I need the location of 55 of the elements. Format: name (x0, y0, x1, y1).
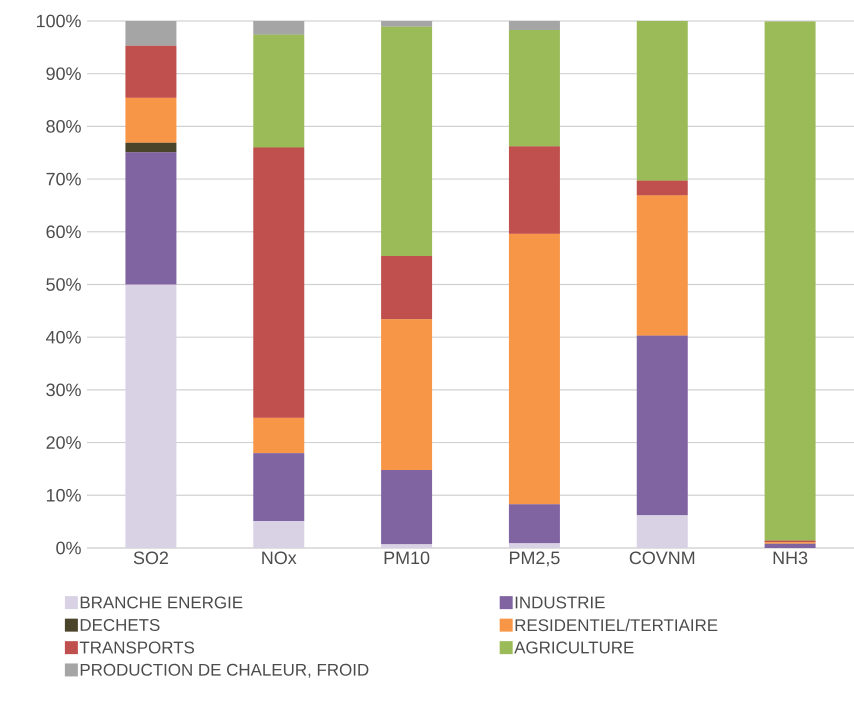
y-tick-label: 0% (56, 542, 81, 554)
bar (636, 180, 688, 196)
bar (125, 152, 176, 284)
bar (381, 470, 432, 544)
bar (636, 336, 688, 516)
bar (125, 284, 176, 548)
x-tick-label: PM10 (384, 551, 430, 564)
legend-label: DECHETS (80, 618, 160, 631)
bar (508, 146, 560, 234)
bar (764, 544, 816, 548)
legend-label: AGRICULTURE (514, 641, 634, 654)
bar (636, 195, 688, 336)
bar (381, 319, 432, 470)
bar (125, 46, 176, 98)
bar (764, 22, 816, 541)
x-tick-label: NH3 (774, 551, 808, 564)
y-tick-label: 60% (46, 225, 81, 238)
y-tick-label: 40% (46, 330, 81, 344)
y-tick-label: 100% (36, 14, 81, 28)
x-tick-label: PM2,5 (510, 551, 560, 566)
legend-label: BRANCHE ENERGIE (80, 596, 242, 608)
y-tick-label: 90% (46, 67, 81, 80)
y-tick-label: 20% (46, 436, 81, 449)
bar (125, 98, 176, 143)
bar (253, 147, 304, 418)
bar (381, 20, 432, 27)
bar (381, 26, 432, 256)
x-tick-label: NOx (262, 551, 297, 564)
bar (125, 142, 176, 152)
y-tick-label: 70% (46, 172, 81, 186)
legend-label: TRANSPORTS (80, 641, 194, 654)
legend-label: INDUSTRIE (516, 596, 605, 608)
bar (253, 20, 304, 35)
x-tick-label: COVNM (630, 551, 694, 564)
bar (636, 515, 688, 548)
y-tick-label: 30% (46, 384, 81, 396)
y-tick-label: 80% (46, 120, 81, 133)
bar (508, 504, 560, 544)
y-tick-label: 10% (46, 488, 81, 502)
bar (253, 453, 304, 522)
bar (253, 418, 304, 454)
bar (125, 20, 176, 46)
x-tick-label: SO2 (134, 551, 168, 564)
bar (381, 544, 432, 548)
bar (636, 20, 688, 181)
bar (253, 34, 304, 148)
bar (508, 234, 560, 504)
y-tick-label: 50% (46, 278, 81, 291)
legend-label: PRODUCTION DE CHALEUR, FROID (80, 664, 368, 678)
bar (381, 256, 432, 320)
legend-label: RESIDENTIEL/TERTIAIRE (516, 618, 718, 632)
bar (508, 543, 560, 548)
bar (508, 20, 560, 30)
bar (253, 521, 304, 548)
bar (508, 30, 560, 146)
